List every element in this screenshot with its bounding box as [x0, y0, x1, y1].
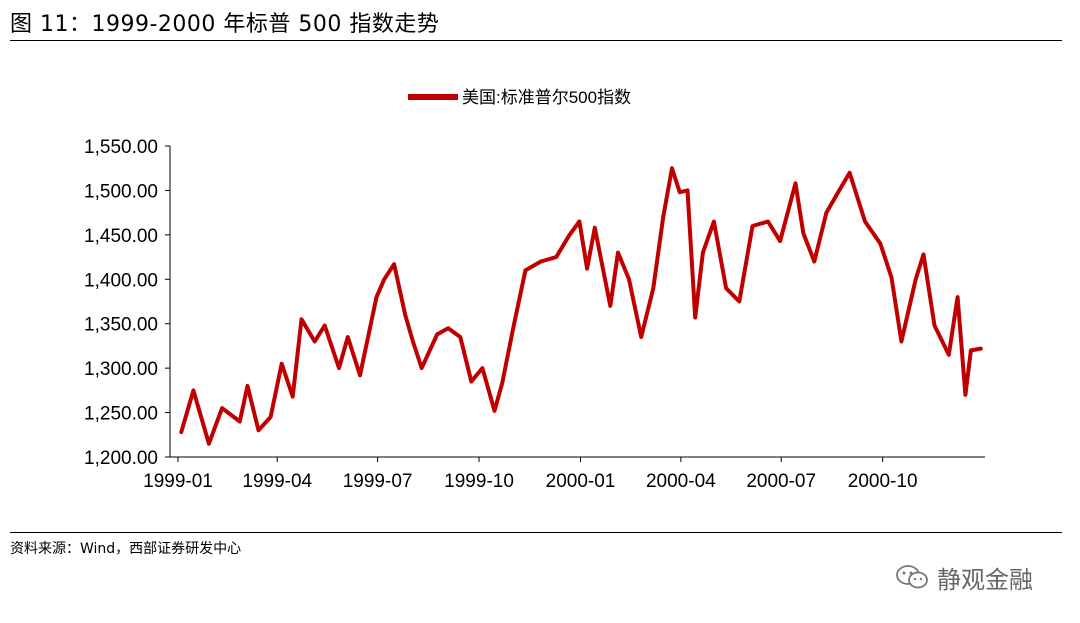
y-tick-label: 1,350.00 — [84, 315, 158, 336]
x-tick-label: 1999-07 — [343, 471, 413, 492]
x-tick-label: 2000-07 — [746, 471, 816, 492]
y-tick-label: 1,550.00 — [84, 137, 158, 158]
x-tick-label: 1999-10 — [444, 471, 514, 492]
y-tick-label: 1,200.00 — [84, 448, 158, 469]
x-tick-label: 2000-10 — [848, 471, 918, 492]
series-line-0 — [179, 166, 983, 446]
x-tick-label: 2000-04 — [646, 471, 716, 492]
x-axis: 1999-01 1999-04 1999-07 1999-10 2000-01 2000-… — [143, 456, 985, 492]
legend-label: 美国:标准普尔500指数 — [462, 88, 631, 107]
y-tick-label: 1,300.00 — [84, 359, 158, 380]
y-tick-label: 1,400.00 — [84, 270, 158, 291]
y-tick-label: 1,250.00 — [84, 404, 158, 425]
y-axis: 1,200.00 1,250.00 1,300.00 1,350.00 1,400.00… — [84, 137, 171, 469]
source-note: 资料来源：Wind，西部证券研发中心 — [10, 541, 242, 557]
chart: 美国:标准普尔500指数 1,200.00 1,250.00 1,300.00 1,3… — [84, 88, 985, 492]
y-tick-label: 1,500.00 — [84, 181, 158, 202]
watermark-text: 静观金融 — [937, 565, 1033, 594]
watermark: 静观金融 — [895, 562, 1033, 594]
plot-area — [179, 166, 983, 446]
top-rule — [10, 40, 1062, 41]
x-tick-label: 1999-04 — [242, 471, 312, 492]
figure-title: 图 11：1999-2000 年标普 500 指数走势 — [10, 12, 440, 37]
bottom-rule — [10, 532, 1062, 533]
y-tick-label: 1,450.00 — [84, 226, 158, 247]
legend: 美国:标准普尔500指数 — [408, 88, 631, 107]
wechat-icon — [896, 565, 928, 589]
x-tick-label: 1999-01 — [143, 471, 213, 492]
x-tick-label: 2000-01 — [546, 471, 616, 492]
